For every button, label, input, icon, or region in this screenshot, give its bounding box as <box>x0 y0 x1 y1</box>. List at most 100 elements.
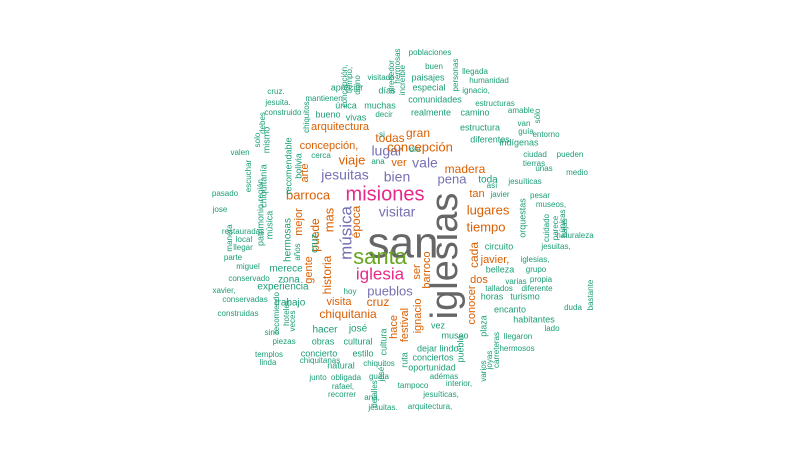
word-experiencia: experiencia <box>257 282 309 293</box>
word-cultura: cultura <box>378 328 388 355</box>
word-ruta: ruta <box>399 352 409 368</box>
word-visitar: visitar <box>379 204 416 220</box>
word-conciertos: conciertos <box>412 352 454 362</box>
word-ser: ser <box>411 264 423 280</box>
word-ademas: adémas <box>430 372 458 381</box>
word-chiquitanas: chiquitanas <box>300 356 340 365</box>
word-bien: bien <box>384 169 410 185</box>
word-madera: madera <box>445 162 486 176</box>
word-personas: personas <box>451 59 460 92</box>
word-encanto: encanto <box>494 304 526 314</box>
word-templos: templos <box>255 350 283 359</box>
word-santa: santa <box>353 244 408 269</box>
word-tan: tan <box>469 188 484 200</box>
word-joyas: joyas <box>485 351 494 371</box>
word-pena: pena <box>438 171 468 186</box>
word-varias: varias <box>505 277 526 286</box>
word-jesuita: jesuita. <box>264 98 290 107</box>
word-jesuiticas: jesuíticas <box>507 177 541 186</box>
word-gran: gran <box>406 126 430 140</box>
word-tampoco: tampoco <box>398 381 429 390</box>
word-todas: todas <box>375 131 404 145</box>
word-oportunidad: oportunidad <box>408 362 456 372</box>
word-ver: ver <box>391 157 407 169</box>
word-javier: javier, <box>480 254 510 266</box>
word-unica: única <box>335 100 357 110</box>
word-lugar: lugar <box>371 143 402 159</box>
word-chiquitania: chiquitania <box>319 307 377 321</box>
word-guata: guata <box>369 372 390 381</box>
word-dias: días <box>378 85 396 95</box>
word-poblaciones: poblaciones <box>409 48 452 57</box>
word-hermosas: hermosas <box>283 218 294 262</box>
word-increible: increíble <box>398 64 407 95</box>
word-valen: valen <box>230 148 249 157</box>
word-local: local <box>236 235 253 244</box>
word-si: si <box>379 130 385 139</box>
word-grupo: grupo <box>526 265 547 274</box>
word-mas: mas <box>321 207 336 232</box>
word-paisajes: paisajes <box>411 72 445 82</box>
word-musica: música <box>264 211 274 240</box>
word-cruz: cruz, <box>310 231 321 253</box>
word-bolivia: bolivia <box>293 153 303 179</box>
word-gente: gente <box>303 256 315 284</box>
word-obras: obras <box>312 336 335 346</box>
word-decir: decir <box>375 110 393 119</box>
word-realmente: realmente <box>411 107 451 117</box>
word-jesuitas: jesuitas. <box>367 403 397 412</box>
word-chiquitos: chiquitos, <box>302 99 311 133</box>
word-historia: historia <box>320 255 334 294</box>
word-debes: debes <box>258 112 267 134</box>
word-piezas: piezas <box>272 337 295 346</box>
word-hermosas: hermosas <box>393 48 402 83</box>
word-pasado: pasado <box>212 189 239 198</box>
word-cruz: cruz. <box>267 87 284 96</box>
word-ignacio: ignacio, <box>462 86 490 95</box>
word-vez: vez <box>431 320 446 330</box>
word-amable: amable <box>508 106 535 115</box>
word-cerca: cerca <box>311 151 331 160</box>
word-museos: museos, <box>536 200 566 209</box>
word-rafael: rafael, <box>332 382 354 391</box>
word-belleza: belleza <box>486 264 515 274</box>
word-orquestas: orquestas <box>517 198 527 238</box>
word-guia: guía <box>518 127 534 136</box>
word-pueblo: pueblo <box>455 335 465 362</box>
word-junto: junto <box>308 373 327 382</box>
word-concierto: concierto <box>301 348 338 358</box>
word-san: san <box>368 219 439 268</box>
word-solo: sólo <box>533 108 542 123</box>
word-natural: natural <box>327 360 355 370</box>
word-estructura: estructura <box>460 122 500 132</box>
word-vale: vale <box>412 155 438 171</box>
word-ana: ana, <box>364 393 380 402</box>
word-misiones: misiones <box>346 183 425 205</box>
word-interior: interior, <box>446 379 472 388</box>
word-region: región, <box>256 177 265 201</box>
word-obligada: obligada <box>331 373 362 382</box>
word-conocer: conocer <box>466 285 478 324</box>
word-barroco: barroco <box>421 251 433 288</box>
word-llegaron: llegaron <box>504 332 532 341</box>
word-muchas: muchas <box>364 100 396 110</box>
word-linda: linda <box>260 358 277 367</box>
word-zona: zona <box>278 275 300 286</box>
word-chiquitania: chiquitanía <box>258 164 268 208</box>
word-trabajo: trabajo <box>275 298 306 309</box>
word-parte: parte <box>224 253 243 262</box>
word-tierras: tierras <box>523 159 545 168</box>
word-parece: parece <box>551 215 560 240</box>
word-veces: veces <box>288 311 297 332</box>
word-barroca: barroca <box>286 187 331 202</box>
word-varios: varios <box>479 360 488 381</box>
word-toda: toda <box>478 175 498 186</box>
word-sino: sino <box>265 328 280 337</box>
word-cuidado: cuidado <box>542 213 551 242</box>
word-cada: cada <box>467 242 481 268</box>
word-jesuitas: jesuitas, <box>540 242 570 251</box>
word-jesuiticas: jesuíticas, <box>422 390 459 399</box>
word-pesar: pesar <box>530 191 550 200</box>
word-concepcion: concepción, <box>340 65 349 108</box>
word-llegada: llegada <box>462 67 488 76</box>
